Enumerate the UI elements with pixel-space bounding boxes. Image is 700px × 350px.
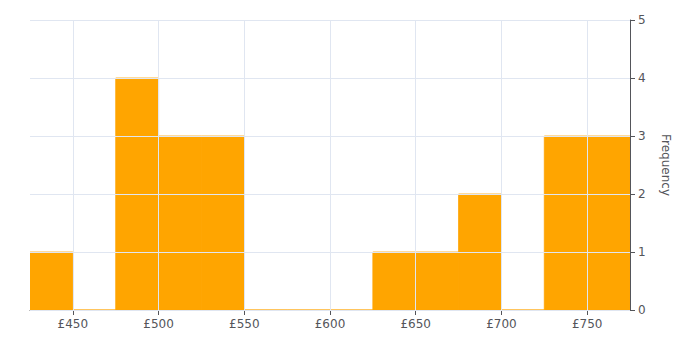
svg-text:1: 1 xyxy=(638,245,646,259)
svg-text:£650: £650 xyxy=(400,317,431,331)
svg-text:£750: £750 xyxy=(572,317,603,331)
svg-text:£600: £600 xyxy=(315,317,346,331)
svg-text:£500: £500 xyxy=(143,317,174,331)
svg-text:0: 0 xyxy=(638,303,646,317)
svg-text:£550: £550 xyxy=(229,317,260,331)
svg-text:4: 4 xyxy=(638,71,646,85)
svg-text:£450: £450 xyxy=(58,317,89,331)
svg-text:5: 5 xyxy=(638,13,646,27)
svg-text:2: 2 xyxy=(638,187,646,201)
svg-text:3: 3 xyxy=(638,129,646,143)
svg-text:Frequency: Frequency xyxy=(659,134,673,196)
svg-text:£700: £700 xyxy=(486,317,517,331)
